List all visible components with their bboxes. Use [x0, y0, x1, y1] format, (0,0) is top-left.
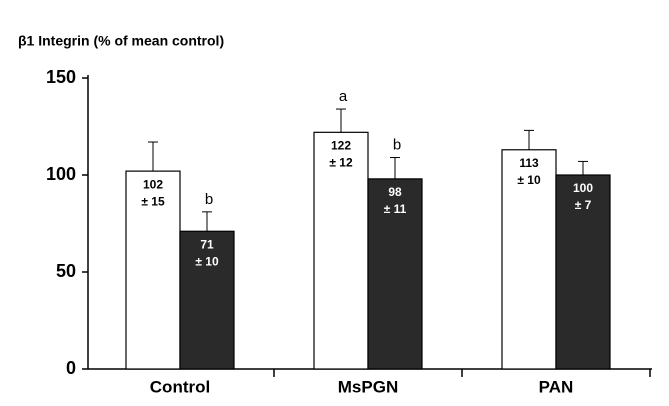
- value-label: 71: [200, 237, 214, 251]
- x-tick-label: Control: [150, 377, 210, 396]
- error-label: ± 10: [195, 254, 219, 268]
- chart-title: β1 Integrin (% of mean control): [18, 33, 224, 49]
- value-label: 122: [331, 138, 351, 152]
- error-label: ± 7: [575, 198, 592, 212]
- x-tick-label: PAN: [539, 377, 574, 396]
- error-label: ± 10: [517, 173, 541, 187]
- value-label: 100: [573, 181, 593, 195]
- bar: [179, 230, 235, 370]
- value-label: 98: [388, 185, 402, 199]
- error-label: ± 15: [141, 194, 165, 208]
- x-tick-label: MsPGN: [338, 377, 398, 396]
- bar: [367, 178, 423, 370]
- significance-letter: b: [205, 191, 213, 208]
- bar: [501, 149, 557, 370]
- y-tick-label: 100: [46, 164, 76, 184]
- significance-letter: b: [393, 137, 401, 154]
- significance-letter: a: [339, 88, 348, 105]
- value-label: 102: [143, 177, 163, 191]
- y-tick-label: 0: [66, 358, 76, 378]
- error-label: ± 11: [384, 202, 407, 216]
- y-tick-label: 150: [46, 67, 76, 87]
- bar: [555, 174, 611, 370]
- value-label: 113: [519, 156, 539, 170]
- error-label: ± 12: [329, 155, 353, 169]
- y-tick-label: 50: [56, 261, 76, 281]
